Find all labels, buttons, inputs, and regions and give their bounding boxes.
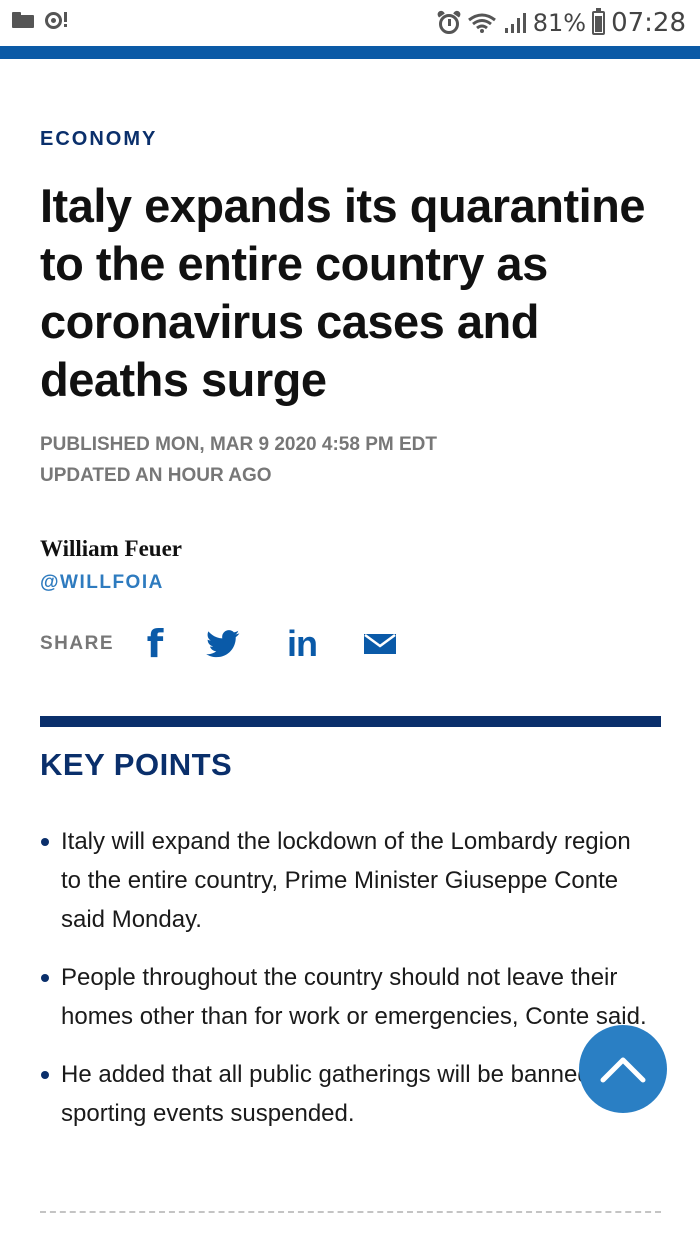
status-clock: 07:28 [611, 8, 686, 38]
status-bar-left [12, 10, 68, 30]
signal-icon [504, 13, 526, 33]
brand-top-bar [0, 46, 700, 59]
key-points-title: KEY POINTS [40, 747, 233, 782]
status-bar: 81% 07:28 [0, 0, 700, 46]
wifi-icon [467, 13, 496, 33]
article-category-link[interactable]: ECONOMY [40, 128, 158, 150]
share-label: SHARE [40, 633, 115, 654]
published-date: PUBLISHED MON, MAR 9 2020 4:58 PM EDT [40, 434, 437, 455]
twitter-icon [206, 630, 240, 658]
chevron-up-icon [600, 1057, 646, 1083]
key-point-item: People throughout the country should not… [40, 958, 650, 1036]
key-points-list: Italy will expand the lockdown of the Lo… [40, 822, 650, 1152]
key-points-rule [40, 716, 661, 727]
key-point-item: He added that all public gatherings will… [40, 1055, 650, 1133]
section-divider [40, 1211, 661, 1213]
alarm-icon [435, 9, 462, 35]
key-point-item: Italy will expand the lockdown of the Lo… [40, 822, 650, 939]
facebook-icon: f [146, 622, 164, 666]
battery-icon [592, 8, 606, 35]
author-name[interactable]: William Feuer [40, 536, 183, 561]
facebook-share-button[interactable]: f [140, 622, 170, 666]
share-row: SHARE f in [40, 622, 398, 666]
folder-icon [12, 12, 34, 28]
author-twitter-handle[interactable]: @WILLFOIA [40, 572, 164, 593]
email-icon [364, 633, 397, 654]
email-share-button[interactable] [362, 624, 398, 664]
status-bar-right: 81% 07:28 [435, 6, 686, 40]
updated-time: UPDATED AN HOUR AGO [40, 465, 272, 486]
twitter-share-button[interactable] [206, 624, 240, 664]
linkedin-icon: in [287, 623, 318, 664]
article-headline: Italy expands its quarantine to the enti… [40, 179, 646, 406]
linkedin-share-button[interactable]: in [282, 623, 322, 664]
sync-alert-icon [44, 10, 68, 30]
scroll-to-top-button[interactable] [579, 1025, 667, 1113]
battery-percentage: 81% [532, 9, 587, 37]
